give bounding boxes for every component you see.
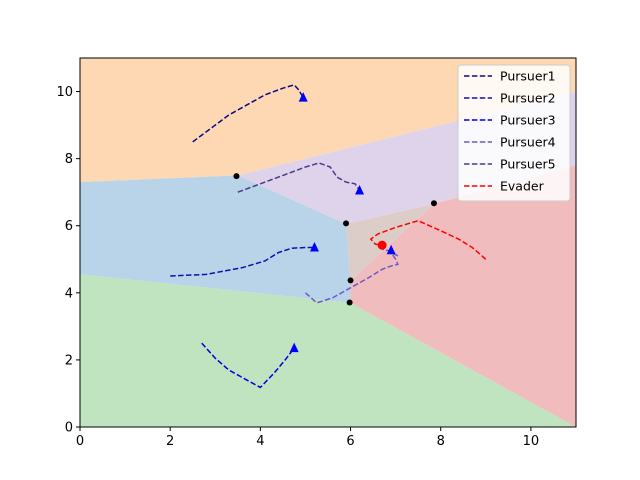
pursuer3-marker bbox=[289, 342, 299, 353]
x-tick-label: 8 bbox=[437, 434, 445, 449]
y-tick-label: 4 bbox=[65, 286, 73, 301]
vertex-point-1 bbox=[233, 173, 240, 180]
y-tick-label: 8 bbox=[65, 152, 73, 167]
y-axis-ticks: 0 2 4 6 8 10 bbox=[56, 85, 80, 436]
x-tick-label: 6 bbox=[346, 434, 354, 449]
y-tick-label: 2 bbox=[65, 353, 73, 368]
y-tick-label: 10 bbox=[56, 85, 73, 100]
legend-label: Pursuer3 bbox=[500, 113, 556, 128]
y-tick-label: 6 bbox=[65, 219, 73, 234]
x-tick-label: 0 bbox=[76, 434, 84, 449]
pursuer5-trajectory bbox=[237, 162, 361, 193]
legend-label: Pursuer2 bbox=[500, 91, 556, 106]
pursuer1-marker bbox=[298, 92, 308, 102]
pursuer5-marker bbox=[355, 185, 365, 195]
vertex-point-2 bbox=[343, 220, 350, 227]
x-axis-ticks: 0 2 4 6 8 10 bbox=[76, 427, 539, 449]
x-tick-label: 2 bbox=[166, 434, 174, 449]
pursuer4-marker bbox=[386, 244, 396, 255]
pursuer2-trajectory bbox=[170, 246, 315, 277]
x-tick-label: 4 bbox=[256, 434, 264, 449]
region-5 bbox=[346, 203, 434, 282]
legend-label: Pursuer1 bbox=[500, 69, 556, 84]
region-4 bbox=[80, 274, 576, 427]
region-1 bbox=[80, 58, 576, 183]
pursuer3-trajectory bbox=[201, 342, 295, 389]
vertex-point-5 bbox=[346, 299, 353, 306]
legend: Pursuer1 Pursuer2 Pursuer3 Pursuer4 Pursuer5… bbox=[457, 64, 571, 202]
plot-frame bbox=[79, 57, 577, 428]
legend-label: Pursuer5 bbox=[500, 157, 556, 172]
pursuer2-marker bbox=[309, 242, 319, 252]
vertex-point-3 bbox=[430, 200, 437, 207]
voronoi-regions bbox=[80, 58, 576, 427]
y-tick-label: 0 bbox=[65, 421, 73, 436]
agent-markers bbox=[289, 92, 396, 353]
pursuer4-trajectory bbox=[304, 248, 399, 304]
legend-label: Evader bbox=[500, 179, 545, 194]
x-tick-label: 10 bbox=[523, 434, 540, 449]
legend-box bbox=[457, 64, 571, 202]
region-3 bbox=[80, 175, 351, 303]
legend-label: Pursuer4 bbox=[500, 135, 556, 150]
trajectory-lines bbox=[170, 83, 487, 389]
vertex-point-4 bbox=[347, 277, 354, 284]
pursuer1-trajectory bbox=[192, 83, 304, 143]
evader-marker bbox=[377, 240, 387, 250]
evader-trajectory bbox=[369, 219, 487, 260]
region-6 bbox=[350, 165, 576, 427]
vertex-points bbox=[233, 173, 437, 306]
